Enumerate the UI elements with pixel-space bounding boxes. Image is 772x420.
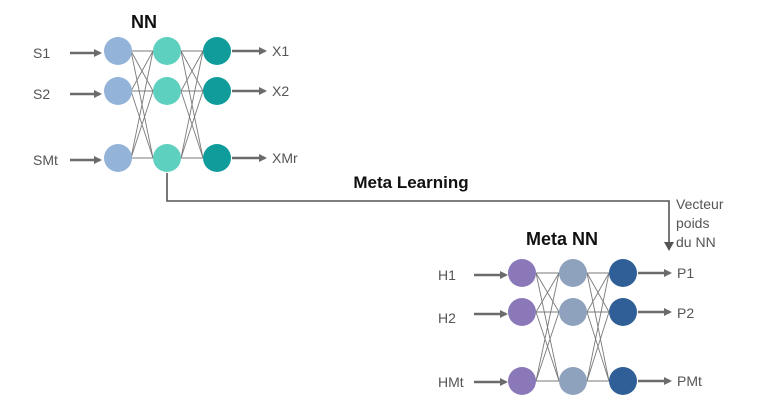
meta-output-label-2: P2 [677,305,694,321]
meta-nn-title: Meta NN [526,229,598,249]
nn-output-label-3: XMr [272,150,298,166]
meta-output-node-2 [609,298,637,326]
nn-hidden-node-2 [153,77,181,105]
meta-nn-connections [535,272,610,382]
meta-input-node-2 [508,298,536,326]
meta-learning-arrowhead [664,242,674,251]
meta-input-label-3: HMt [438,374,464,390]
nn-input-node-3 [104,144,132,172]
meta-learning-label: Meta Learning [353,173,468,192]
nn-title: NN [131,12,157,32]
meta-output-label-1: P1 [677,265,694,281]
weight-vector-note-line-2: poids [676,215,709,231]
meta-learning-connector [166,173,670,243]
nn-input-label-1: S1 [33,45,50,61]
weight-vector-note-line-1: Vecteur [676,196,724,212]
nn-input-node-2 [104,77,132,105]
nn-input-label-3: SMt [33,152,58,168]
meta-output-label-3: PMt [677,373,702,389]
nn-network: NN S1 S2 S [33,12,298,172]
meta-hidden-node-3 [559,367,587,395]
meta-hidden-node-1 [559,259,587,287]
nn-output-label-2: X2 [272,83,289,99]
meta-output-node-3 [609,367,637,395]
meta-input-label-2: H2 [438,310,456,326]
nn-input-node-1 [104,37,132,65]
nn-input-label-2: S2 [33,86,50,102]
meta-input-node-1 [508,259,536,287]
nn-hidden-node-3 [153,144,181,172]
meta-input-node-3 [508,367,536,395]
nn-hidden-node-1 [153,37,181,65]
meta-learning-link: Meta Learning Vecteur poids du NN [166,173,724,251]
nn-output-label-1: X1 [272,43,289,59]
meta-input-label-1: H1 [438,267,456,283]
nn-output-node-2 [203,77,231,105]
meta-nn-network: Meta NN H1 H2 [438,229,702,395]
nn-connections [130,50,204,159]
nn-output-node-1 [203,37,231,65]
meta-hidden-node-2 [559,298,587,326]
nn-output-node-3 [203,144,231,172]
weight-vector-note-line-3: du NN [676,234,716,250]
meta-output-node-1 [609,259,637,287]
